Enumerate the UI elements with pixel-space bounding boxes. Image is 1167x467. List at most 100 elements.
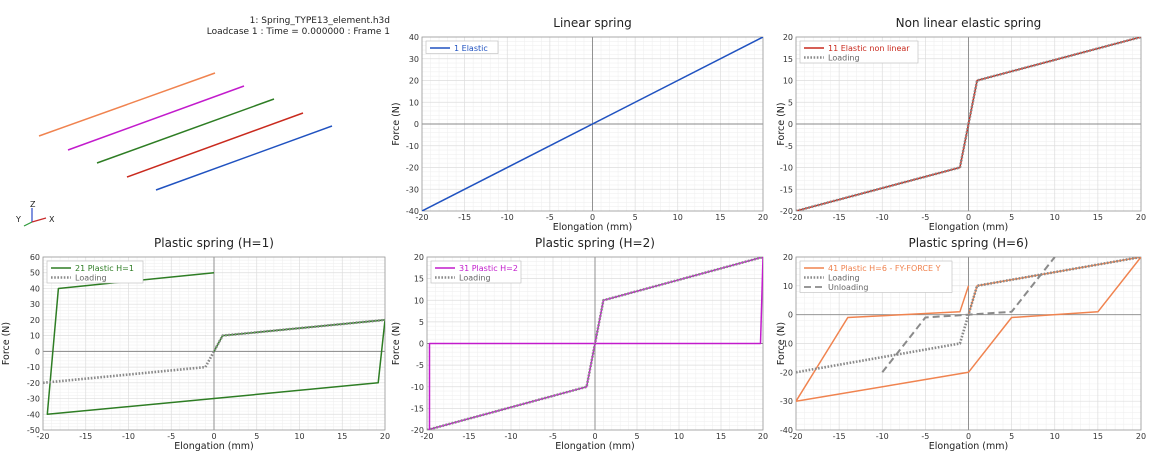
linear-x-tick-label: -15	[458, 213, 471, 222]
plastic6-x-tick-label: -10	[876, 432, 889, 441]
plastic6-x-tick-label: 10	[1050, 432, 1060, 441]
plastic6-legend[interactable]: 41 Plastic H=6 - FY-FORCE YLoadingUnload…	[799, 260, 953, 293]
linear-legend-box	[425, 40, 499, 54]
linear-x-tick-label: 10	[673, 213, 683, 222]
linear-series-group	[422, 37, 763, 211]
plastic2-series-loading[interactable]	[427, 257, 763, 430]
spring-elements	[38, 72, 333, 191]
nonlinear-x-tick-label: 5	[1009, 213, 1014, 222]
linear-chart-title: Linear spring	[553, 16, 631, 30]
nonlinear-x-tick-label: 10	[1050, 213, 1060, 222]
linear-x-tick-label: 0	[590, 213, 595, 222]
nonlinear-legend-label: 11 Elastic non linear	[828, 44, 910, 53]
nonlinear-y-tick-label: 10	[783, 77, 793, 86]
nonlinear-x-tick-label: -20	[789, 213, 802, 222]
plastic1-x-tick-label: -20	[36, 432, 49, 441]
plastic6-legend-label: Unloading	[828, 283, 868, 292]
spring-1-element[interactable]	[155, 125, 333, 191]
plastic6-x-tick-label: -20	[789, 432, 802, 441]
plastic1-y-tick-label: 30	[30, 300, 40, 309]
plastic6-x-tick-label: 5	[1009, 432, 1014, 441]
plastic6-y-tick-label: 10	[783, 282, 793, 291]
spring-11-element[interactable]	[126, 112, 304, 178]
plastic6-y-tick-label: 0	[788, 311, 793, 320]
plastic1-x-tick-label: 5	[254, 432, 259, 441]
plastic1-x-tick-label: 20	[380, 432, 390, 441]
plastic6-plot-frame	[795, 256, 1142, 431]
linear-y-tick-label: -20	[406, 164, 419, 173]
plastic6-series-41-plastic-h-6-fy-force-y[interactable]	[796, 257, 1141, 402]
plastic2-y-tick-label: 0	[419, 340, 424, 349]
plastic2-x-tick-label: -20	[420, 432, 433, 441]
linear-x-tick-label: 5	[633, 213, 638, 222]
nonlinear-y-tick-label: -20	[780, 207, 793, 216]
plastic1-y-tick-label: 60	[30, 253, 40, 262]
plastic2-legend-label: Loading	[459, 274, 491, 283]
nonlinear-x-tick-label: 20	[1136, 213, 1146, 222]
plastic6-x-tick-label: 15	[1093, 432, 1103, 441]
triad-y-axis	[23, 221, 33, 227]
plastic6-x-axis-label: Elongation (mm)	[929, 441, 1008, 452]
nonlinear-series-group	[796, 37, 1141, 211]
plastic2-x-tick-label: -5	[549, 432, 557, 441]
plastic1-y-tick-label: 40	[30, 284, 40, 293]
spring-41-element[interactable]	[38, 72, 216, 137]
chart-plastic-spring-h2[interactable]: Plastic spring (H=2) -20 -15 -10 -5 0 5 10 15 20 -…	[390, 233, 775, 467]
chart-plastic-spring-h6[interactable]: Plastic spring (H=6) -20 -15 -10 -5 0 5 10 15 20 -…	[775, 233, 1167, 467]
model-viewport[interactable]: Z Y X	[0, 0, 390, 230]
file-label: 1: Spring_TYPE13_element.h3d	[249, 16, 390, 26]
nonlinear-y-tick-label: 20	[783, 33, 793, 42]
plastic2-series-31-plastic-h-2[interactable]	[427, 257, 763, 430]
plastic1-x-tick-label: 0	[211, 432, 216, 441]
axis-triad[interactable]: Z Y X	[15, 200, 55, 227]
plastic2-x-tick-label: 10	[674, 432, 684, 441]
plastic2-y-tick-label: 20	[414, 253, 424, 262]
plastic1-y-tick-label: -20	[27, 379, 40, 388]
linear-y-axis-label: Force (N)	[391, 102, 402, 145]
linear-plot-frame	[421, 36, 764, 212]
chart-nonlinear-elastic-spring[interactable]: Non linear elastic spring -20 -15 -10 -5 0 5 10…	[775, 0, 1167, 233]
linear-y-tick-label: -10	[406, 142, 419, 151]
plastic1-y-axis-label: Force (N)	[1, 322, 12, 365]
linear-x-axis-label: Elongation (mm)	[553, 222, 632, 233]
plastic1-series-21-plastic-h-1[interactable]	[46, 271, 385, 416]
nonlinear-y-tick-label: -10	[780, 164, 793, 173]
plastic2-legend-box	[430, 260, 522, 284]
linear-x-tick-label: 20	[758, 213, 768, 222]
triad-y-label: Y	[15, 215, 21, 224]
plastic1-series-group	[43, 271, 385, 416]
nonlinear-x-tick-label: 0	[966, 213, 971, 222]
chart-linear-spring[interactable]: Linear spring -20 -15 -10 -5 0 5 10 15 20 -40 -30 -2…	[390, 0, 775, 233]
linear-legend[interactable]: 1 Elastic	[425, 40, 499, 54]
plastic1-y-tick-label: 10	[30, 332, 40, 341]
nonlinear-x-tick-label: -15	[833, 213, 846, 222]
nonlinear-y-axis-label: Force (N)	[776, 102, 787, 145]
plastic1-series-loading[interactable]	[43, 318, 385, 385]
plastic2-y-tick-label: 5	[419, 318, 424, 327]
linear-y-tick-label: 30	[409, 55, 419, 64]
plastic6-legend-label: 41 Plastic H=6 - FY-FORCE Y	[828, 264, 941, 273]
chart-plastic-spring-h1[interactable]: Plastic spring (H=1)-20 -15 -10 -5 0 5 10 15 20-…	[0, 233, 390, 467]
nonlinear-legend-box	[799, 40, 919, 64]
linear-x-tick-label: -5	[546, 213, 554, 222]
frame-label: Loadcase 1 : Time = 0.000000 : Frame 1	[206, 27, 390, 37]
spring-21-element[interactable]	[96, 98, 275, 164]
plastic2-y-tick-label: -5	[416, 361, 424, 370]
linear-x-tick-label: -10	[501, 213, 514, 222]
plastic2-legend-label: 31 Plastic H=2	[459, 264, 518, 273]
plastic6-series-unloading[interactable]	[881, 257, 1056, 373]
nonlinear-series-loading[interactable]	[796, 37, 1141, 211]
spring-31-element[interactable]	[67, 85, 245, 151]
linear-y-tick-label: 0	[414, 120, 419, 129]
plastic1-chart-title: Plastic spring (H=1)	[154, 236, 274, 250]
nonlinear-y-tick-label: -5	[785, 142, 793, 151]
plastic1-x-tick-label: 10	[294, 432, 304, 441]
linear-y-tick-label: -30	[406, 185, 419, 194]
linear-series-1-elastic[interactable]	[422, 37, 763, 211]
plastic1-x-tick-label: -15	[79, 432, 92, 441]
plastic2-y-tick-label: 15	[414, 275, 424, 284]
